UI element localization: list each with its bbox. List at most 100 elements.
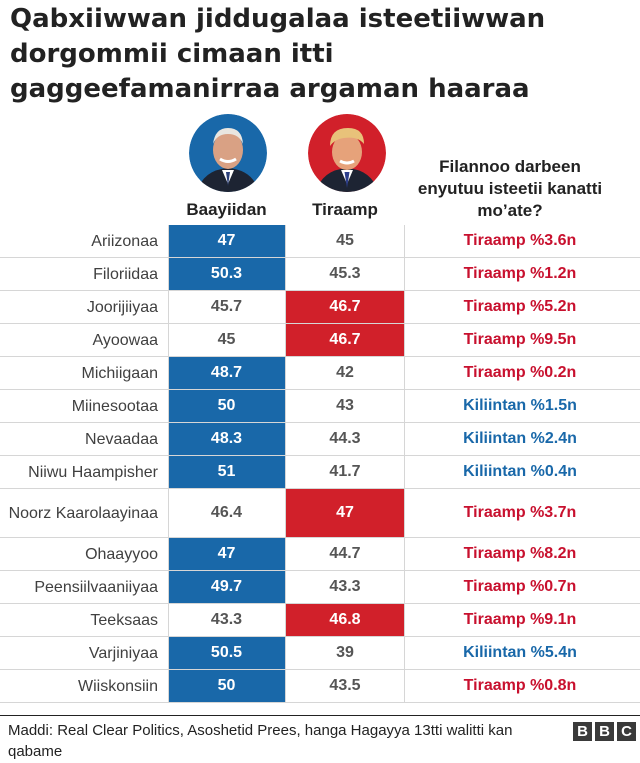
column-divider [285, 258, 286, 290]
column-divider [404, 423, 405, 455]
previous-winner-margin: Tiraamp %9.5n [463, 331, 577, 348]
state-label: Ayoowaa [92, 331, 158, 349]
column-divider [168, 456, 169, 488]
column-divider [285, 604, 286, 636]
biden-value-cell: 47 [168, 538, 285, 570]
biden-value-cell: 43.3 [210, 611, 243, 628]
trump-column-header: Tiraamp [312, 200, 378, 219]
state-label: Teeksaas [90, 611, 158, 629]
previous-winner-margin: Tiraamp %0.8n [463, 677, 577, 694]
state-label: Niiwu Haampisher [28, 463, 158, 481]
trump-value-cell: 43.5 [329, 677, 361, 694]
trump-value-cell: 46.7 [286, 324, 404, 356]
column-divider [168, 604, 169, 636]
previous-winner-margin: Kiliintan %2.4n [463, 430, 577, 447]
footer-divider [0, 715, 640, 716]
table-row: Niiwu Haampisher 51 41.7 Kiliintan %0.4n [0, 456, 640, 489]
column-divider [404, 538, 405, 570]
column-divider [404, 225, 405, 257]
previous-winner-margin: Tiraamp %3.6n [463, 232, 577, 249]
column-divider [168, 225, 169, 257]
state-label: Nevaadaa [85, 430, 158, 448]
column-divider [285, 670, 286, 702]
previous-winner-margin: Tiraamp %8.2n [463, 545, 577, 562]
trump-value-cell: 45 [336, 232, 354, 249]
state-label: Wiiskonsiin [77, 677, 158, 695]
column-divider [404, 637, 405, 669]
column-divider [404, 456, 405, 488]
column-divider [285, 357, 286, 389]
state-label: Peensiilvaaniiyaa [34, 578, 158, 596]
biden-value-cell: 51 [168, 456, 285, 488]
biden-column-header: Baayiidan [186, 200, 267, 219]
table-row: Noorz Kaarolaayinaa 46.4 47 Tiraamp %3.7n [0, 489, 640, 538]
column-divider [285, 489, 286, 537]
previous-winner-margin: Tiraamp %0.7n [463, 578, 577, 595]
state-label: Filoriidaa [93, 265, 158, 283]
table-row: Wiiskonsiin 50 43.5 Tiraamp %0.8n [0, 670, 640, 703]
column-divider [404, 571, 405, 603]
state-label: Joorijiiyaa [86, 298, 158, 316]
column-divider [168, 637, 169, 669]
column-divider [168, 538, 169, 570]
biden-value-cell: 50.5 [168, 637, 285, 669]
trump-value-cell: 44.7 [329, 545, 361, 562]
biden-value-cell: 45 [217, 331, 236, 348]
previous-winner-margin: Tiraamp %5.2n [463, 298, 577, 315]
table-row: Varjiniyaa 50.5 39 Kiliintan %5.4n [0, 637, 640, 670]
column-divider [404, 357, 405, 389]
column-divider [285, 423, 286, 455]
trump-value-cell: 47 [286, 489, 404, 537]
source-note: Maddi: Real Clear Politics, Asoshetid Pr… [8, 722, 513, 760]
column-divider [404, 258, 405, 290]
table-row: Teeksaas 43.3 46.8 Tiraamp %9.1n [0, 604, 640, 637]
column-divider [168, 291, 169, 323]
biden-value-cell: 50 [168, 390, 285, 422]
state-label: Varjiniyaa [88, 644, 158, 662]
table-row: Ayoowaa 45 46.7 Tiraamp %9.5n [0, 324, 640, 357]
table-row: Filoriidaa 50.3 45.3 Tiraamp %1.2n [0, 258, 640, 291]
column-divider [285, 637, 286, 669]
table-row: Nevaadaa 48.3 44.3 Kiliintan %2.4n [0, 423, 640, 456]
column-divider [285, 390, 286, 422]
column-divider [404, 604, 405, 636]
trump-portrait-icon [308, 114, 386, 192]
column-divider [168, 357, 169, 389]
bbc-logo-letter: C [617, 722, 636, 741]
previous-winner-margin: Tiraamp %1.2n [463, 265, 577, 282]
trump-value-cell: 46.8 [286, 604, 404, 636]
column-divider [168, 390, 169, 422]
biden-value-cell: 49.7 [168, 571, 285, 603]
column-divider [168, 571, 169, 603]
biden-value-cell: 50.3 [168, 258, 285, 290]
trump-value-cell: 44.3 [329, 430, 361, 447]
column-divider [285, 225, 286, 257]
table-row: Michiigaan 48.7 42 Tiraamp %0.2n [0, 357, 640, 390]
column-divider [285, 571, 286, 603]
column-divider [404, 291, 405, 323]
column-divider [404, 489, 405, 537]
biden-value-cell: 46.4 [210, 504, 243, 521]
column-divider [285, 291, 286, 323]
trump-value-cell: 43 [336, 397, 354, 414]
bbc-logo-letter: B [573, 722, 592, 741]
column-divider [168, 670, 169, 702]
table-row: Peensiilvaaniiyaa 49.7 43.3 Tiraamp %0.7n [0, 571, 640, 604]
biden-value-cell: 48.7 [168, 357, 285, 389]
state-label: Miinesootaa [71, 397, 158, 415]
previous-winner-margin: Kiliintan %5.4n [463, 644, 577, 661]
trump-value-cell: 39 [336, 644, 354, 661]
column-divider [168, 489, 169, 537]
state-label: Noorz Kaarolaayinaa [8, 504, 158, 522]
column-divider [285, 324, 286, 356]
biden-value-cell: 48.3 [168, 423, 285, 455]
trump-value-cell: 41.7 [329, 463, 361, 480]
column-divider [404, 390, 405, 422]
previous-winner-margin: Tiraamp %3.7n [463, 504, 577, 521]
table-row: Miinesootaa 50 43 Kiliintan %1.5n [0, 390, 640, 423]
biden-value-cell: 47 [168, 225, 285, 257]
table-row: Ohaayyoo 47 44.7 Tiraamp %8.2n [0, 538, 640, 571]
table-row: Joorijiiyaa 45.7 46.7 Tiraamp %5.2n [0, 291, 640, 324]
trump-value-cell: 45.3 [329, 265, 361, 282]
trump-value-cell: 42 [336, 364, 354, 381]
